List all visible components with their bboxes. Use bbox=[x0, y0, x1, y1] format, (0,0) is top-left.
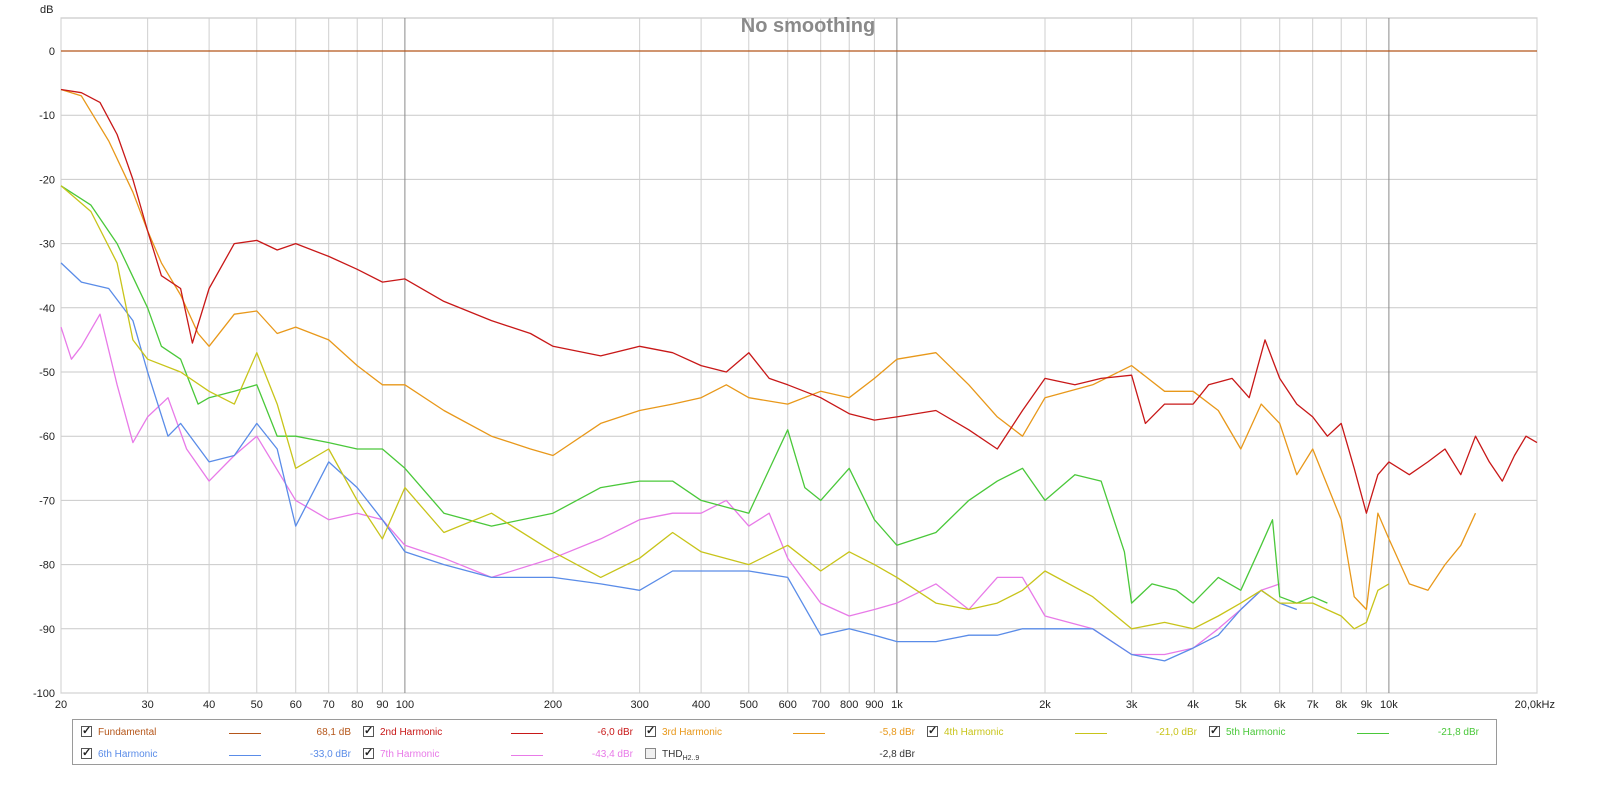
legend-item-5th-harmonic[interactable]: ✓ 5th Harmonic -21,8 dBr bbox=[1209, 724, 1479, 742]
legend-swatch bbox=[1075, 733, 1107, 734]
y-axis-label: dB bbox=[40, 4, 53, 16]
legend-value: -6,0 dBr bbox=[597, 727, 633, 738]
x-tick-label: 2k bbox=[1039, 699, 1051, 711]
legend-value: -5,8 dBr bbox=[879, 727, 915, 738]
x-tick-label: 70 bbox=[323, 699, 335, 711]
x-tick-label: 60 bbox=[290, 699, 302, 711]
legend-value: -43,4 dBr bbox=[591, 749, 633, 760]
frequency-response-chart: No smoothing dB 0 -10 -20 -30 -40 -50 -60 -70 -8… bbox=[33, 4, 1555, 711]
series-lines bbox=[60, 50, 1538, 662]
legend-value: -21,8 dBr bbox=[1437, 727, 1479, 738]
x-tick-label: 30 bbox=[142, 699, 154, 711]
x-tick-label: 8k bbox=[1335, 699, 1347, 711]
legend-value: -33,0 dBr bbox=[309, 749, 351, 760]
chart-title: No smoothing bbox=[741, 15, 875, 37]
y-tick-label: -30 bbox=[39, 239, 55, 251]
y-tick-label: -20 bbox=[39, 174, 55, 186]
thd-subscript: H2..9 bbox=[682, 755, 700, 762]
6th-harmonic-checkbox[interactable]: ✓ bbox=[81, 747, 92, 759]
x-tick-label: 7k bbox=[1307, 699, 1319, 711]
x-tick-label: 100 bbox=[396, 699, 414, 711]
y-tick-label: -70 bbox=[39, 495, 55, 507]
series-line-7th-harmonic bbox=[60, 313, 1280, 656]
x-tick-label: 40 bbox=[203, 699, 215, 711]
plot-area bbox=[60, 17, 1538, 694]
y-tick-label: -80 bbox=[39, 560, 55, 572]
x-tick-label: 6k bbox=[1274, 699, 1286, 711]
legend-swatch bbox=[511, 755, 543, 756]
legend-item-3rd-harmonic[interactable]: ✓ 3rd Harmonic -5,8 dBr bbox=[645, 724, 915, 742]
x-tick-label: 3k bbox=[1126, 699, 1138, 711]
x-tick-label: 400 bbox=[692, 699, 710, 711]
3rd-harmonic-checkbox[interactable]: ✓ bbox=[645, 725, 656, 737]
5th-harmonic-checkbox[interactable]: ✓ bbox=[1209, 725, 1220, 737]
x-tick-label: 5k bbox=[1235, 699, 1247, 711]
y-tick-label: -60 bbox=[39, 431, 55, 443]
x-tick-label: 300 bbox=[630, 699, 648, 711]
7th-harmonic-checkbox[interactable]: ✓ bbox=[363, 747, 374, 759]
legend-label: 7th Harmonic bbox=[380, 749, 440, 760]
x-tick-label: 20,0kHz bbox=[1515, 699, 1555, 711]
x-tick-label: 500 bbox=[740, 699, 758, 711]
legend-item-2nd-harmonic[interactable]: ✓ 2nd Harmonic -6,0 dBr bbox=[363, 724, 633, 742]
legend-label: 3rd Harmonic bbox=[662, 727, 723, 738]
legend-label: 6th Harmonic bbox=[98, 749, 158, 760]
x-tick-label: 80 bbox=[351, 699, 363, 711]
series-line-4th-harmonic bbox=[60, 185, 1390, 630]
series-line-5th-harmonic bbox=[60, 185, 1328, 604]
fundamental-checkbox[interactable]: ✓ bbox=[81, 725, 92, 737]
x-tick-label: 20 bbox=[55, 699, 67, 711]
legend-value: 68,1 dB bbox=[316, 727, 351, 738]
x-tick-label: 900 bbox=[865, 699, 883, 711]
y-axis-ticks: 0 -10 -20 -30 -40 -50 -60 -70 -80 -90 -100 bbox=[33, 46, 55, 700]
x-tick-label: 90 bbox=[376, 699, 388, 711]
x-tick-label: 600 bbox=[779, 699, 797, 711]
legend-swatch bbox=[511, 733, 543, 734]
legend-item-6th-harmonic[interactable]: ✓ 6th Harmonic -33,0 dBr bbox=[81, 746, 351, 764]
thd-checkbox[interactable] bbox=[645, 748, 656, 759]
legend-item-7th-harmonic[interactable]: ✓ 7th Harmonic -43,4 dBr bbox=[363, 746, 633, 764]
legend-value: -2,8 dBr bbox=[879, 749, 915, 760]
x-tick-label: 50 bbox=[251, 699, 263, 711]
legend-swatch bbox=[229, 733, 261, 734]
y-tick-label: 0 bbox=[49, 46, 55, 58]
x-tick-label: 4k bbox=[1187, 699, 1199, 711]
x-tick-label: 700 bbox=[812, 699, 830, 711]
y-tick-label: -40 bbox=[39, 303, 55, 315]
4th-harmonic-checkbox[interactable]: ✓ bbox=[927, 725, 938, 737]
2nd-harmonic-checkbox[interactable]: ✓ bbox=[363, 725, 374, 737]
x-tick-label: 800 bbox=[840, 699, 858, 711]
x-tick-label: 200 bbox=[544, 699, 562, 711]
legend-swatch bbox=[793, 733, 825, 734]
series-line-3rd-harmonic bbox=[60, 88, 1477, 611]
y-tick-label: -10 bbox=[39, 110, 55, 122]
x-axis-ticks: 20 30 40 50 60 70 80 90 100 200 300 400 500 600 700 800… bbox=[55, 699, 1555, 711]
y-tick-label: -90 bbox=[39, 624, 55, 636]
legend-label: 2nd Harmonic bbox=[380, 727, 443, 738]
series-line-2nd-harmonic bbox=[60, 88, 1538, 514]
thd-label: THD bbox=[662, 749, 683, 760]
chart-grid bbox=[60, 17, 1538, 694]
y-tick-label: -100 bbox=[33, 688, 55, 700]
legend-item-fundamental[interactable]: ✓ Fundamental 68,1 dB bbox=[81, 724, 351, 742]
legend-item-4th-harmonic[interactable]: ✓ 4th Harmonic -21,0 dBr bbox=[927, 724, 1197, 742]
legend-label: THDH2..9 bbox=[662, 749, 699, 762]
legend-label: 5th Harmonic bbox=[1226, 727, 1286, 738]
legend-swatch bbox=[1357, 733, 1389, 734]
legend-label: 4th Harmonic bbox=[944, 727, 1004, 738]
legend: ✓ Fundamental 68,1 dB ✓ 2nd Harmonic -6,… bbox=[72, 719, 1497, 765]
legend-label: Fundamental bbox=[98, 727, 157, 738]
y-tick-label: -50 bbox=[39, 367, 55, 379]
x-tick-label: 9k bbox=[1361, 699, 1373, 711]
series-line-6th-harmonic bbox=[60, 262, 1298, 662]
legend-item-thd[interactable]: THDH2..9 -2,8 dBr bbox=[645, 746, 915, 764]
x-tick-label: 1k bbox=[891, 699, 903, 711]
x-tick-label: 10k bbox=[1380, 699, 1398, 711]
legend-swatch bbox=[229, 755, 261, 756]
legend-value: -21,0 dBr bbox=[1155, 727, 1197, 738]
